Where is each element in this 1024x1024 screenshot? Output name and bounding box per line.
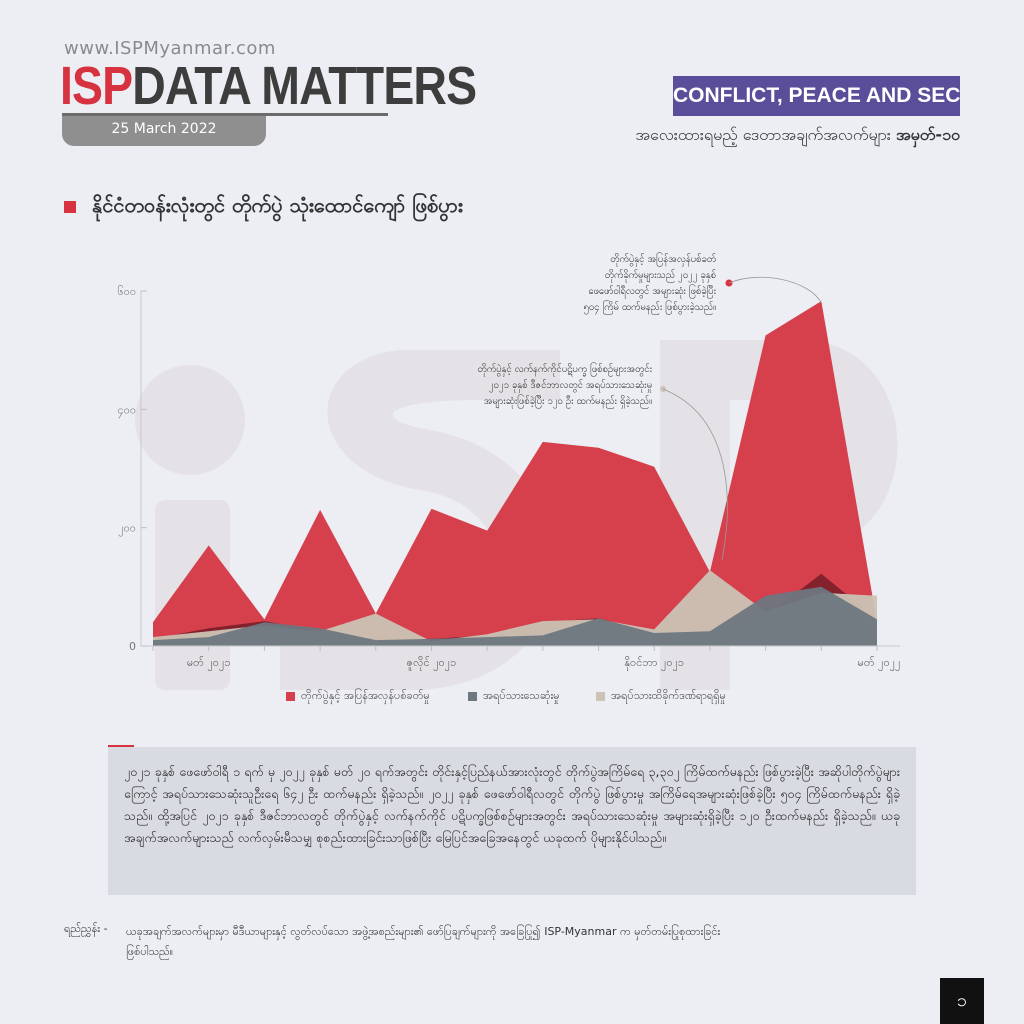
legend-item: အရပ်သားသေဆုံးမှု (468, 689, 560, 705)
chart-areas (153, 301, 877, 646)
annotation-2-line: တိုက်ပွဲနှင့် အပြန်အလှန်ပစ်ခတ် (610, 253, 716, 266)
subtitle-text: အလေးထားရမည့် ဒေတာအချက်အလက်များ (635, 125, 891, 144)
title-bullet-icon (64, 200, 76, 213)
annotation-1-line: အများဆုံးဖြစ်ခဲ့ပြီး ၁၂၀ ဦး ထက်မနည်း ရှိ… (484, 395, 652, 408)
section-title-text: နိုင်ငံတဝန်းလုံးတွင် တိုက်ပွဲ သုံးထောင်က… (92, 193, 463, 217)
date-pill (62, 116, 266, 146)
category-badge: CONFLICT, PEACE AND SECURITY (673, 76, 960, 116)
annotation-2-line: ဖေဖော်ဝါရီလတွင် အများဆုံး ဖြစ်ခဲ့ပြီး (588, 285, 716, 298)
area-civilian-deaths (153, 586, 877, 646)
subtitle: အလေးထားရမည့် ဒေတာအချက်အလက်များ အမှတ်-၁၀ (635, 124, 960, 148)
annotation-1-leader (662, 388, 728, 561)
brand-logo: ISPDATA MATTERS (60, 56, 477, 116)
y-tick-label: ၂၀၀ (118, 522, 136, 537)
y-tick-label: ၆၀၀ (117, 285, 136, 298)
annotation-2-leader (728, 276, 823, 305)
y-tick-label: ၄၀၀ (117, 403, 136, 418)
x-tick-label: ဇူလိုင် ၂၀၂၁ (407, 656, 457, 671)
source-text: ယခုအချက်အလက်များမှာ မီဒီယာများနှင့် လွတ်… (126, 925, 721, 958)
section-title: နိုင်ငံတဝန်းလုံးတွင် တိုက်ပွဲ သုံးထောင်က… (64, 192, 463, 222)
area-civilian-injuries (153, 570, 877, 646)
legend-swatch (596, 691, 605, 701)
legend-label: အရပ်သားထိခိုက်ဒဏ်ရာရရှိမှု (611, 689, 726, 702)
annotation-2-line: တိုက်ခိုက်မှုများသည် ၂၀၂၂ ခုနှစ် (605, 270, 717, 282)
chart-annotations: တိုက်ပွဲနှင့် လက်နက်ကိုင်ပဋိပက္ခ ဖြစ်စဉ်… (478, 253, 823, 561)
legend-swatch (286, 691, 295, 701)
x-tick-label: မတ် ၂၀၂၂ (858, 656, 901, 671)
brand-underline (62, 113, 388, 116)
summary-accent-bar (108, 745, 134, 748)
website-url: www.ISPMyanmar.com (64, 38, 276, 59)
page-number: ၁ (940, 978, 984, 1024)
publish-date: 25 March 2022 (111, 121, 217, 137)
x-tick-label: နိုဝင်ဘာ ၂၀၂၁ (624, 656, 684, 671)
annotation-1-line: ၂၀၂၁ ခုနှစ် ဒီဇင်ဘာလတွင် အရပ်သားသေဆုံးမှ… (489, 380, 652, 392)
legend-item: တိုက်ပွဲနှင့် အပြန်အလှန်ပစ်ခတ်မှု (286, 689, 430, 705)
summary-box: ၂၀၂၁ ခုနှစ် ဖေဖော်ဝါရီ ၁ ရက် မှ ၂၀၂၂ ခုန… (108, 747, 916, 895)
annotation-1-line: တိုက်ပွဲနှင့် လက်နက်ကိုင်ပဋိပက္ခ ဖြစ်စဉ်… (478, 363, 653, 376)
legend-item: အရပ်သားထိခိုက်ဒဏ်ရာရရှိမှု (596, 689, 726, 705)
annotation-2-line: ၅၀၄ ကြိမ် ထက်မနည်း ဖြစ်ပွားခဲ့သည်။ (583, 301, 716, 314)
legend-label: တိုက်ပွဲနှင့် အပြန်အလှန်ပစ်ခတ်မှု (301, 689, 430, 702)
brand-isp: ISP (60, 56, 133, 116)
source-label: ရည်ညွှန်း - (64, 922, 108, 935)
x-tick-label: မတ် ၂၀၂၁ (187, 656, 231, 671)
area-battles (153, 301, 877, 646)
chart-axes (140, 291, 900, 647)
issue-number: အမှတ်-၁၀ (895, 125, 960, 144)
y-tick-label: 0 (129, 640, 136, 653)
legend-swatch (468, 691, 477, 701)
brand-title: DATA MATTERS (132, 56, 477, 116)
legend-label: အရပ်သားသေဆုံးမှု (483, 689, 560, 702)
